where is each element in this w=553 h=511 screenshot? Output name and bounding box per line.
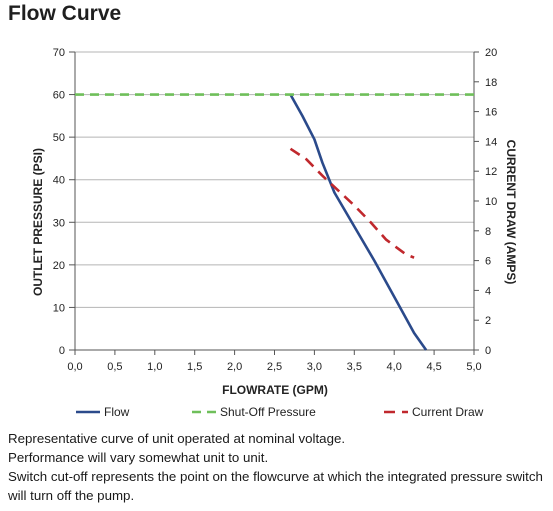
y2-tick-label: 6 — [485, 256, 491, 268]
y-tick-label: 40 — [53, 175, 65, 187]
axes — [69, 51, 479, 355]
note-line: Switch cut-off represents the point on t… — [8, 469, 543, 503]
y2-tick-label: 4 — [485, 285, 491, 297]
x-tick-label: 4,0 — [387, 361, 402, 373]
gridlines — [75, 51, 474, 308]
y-tick-label: 70 — [53, 47, 65, 59]
x-tick-label: 4,5 — [426, 361, 441, 373]
x-tick-label: 0,5 — [107, 361, 122, 373]
y2-axis-title: CURRENT DRAW (AMPS) — [504, 140, 518, 285]
x-axis-title: FLOWRATE (GPM) — [222, 383, 328, 397]
legend-label: Flow — [104, 405, 130, 419]
x-tick-label: 5,0 — [466, 361, 481, 373]
legend-label: Current Draw — [412, 405, 484, 419]
x-tick-label: 1,0 — [147, 361, 162, 373]
flow-curve-chart: 0 10 20 30 40 50 60 70 0 2 4 6 8 10 12 14 16 18 20 0,0 0,5 1,… — [31, 47, 518, 419]
chart-title: Flow Curve — [8, 2, 122, 25]
note-line: Representative curve of unit operated at… — [8, 431, 346, 446]
y2-tick-label: 20 — [485, 47, 497, 59]
y-tick-label: 60 — [53, 90, 65, 102]
x-tick-label: 2,0 — [227, 361, 242, 373]
y-tick-label: 10 — [53, 302, 65, 314]
y-tick-label: 20 — [53, 260, 65, 272]
notes: Representative curve of unit operated at… — [8, 429, 548, 505]
y-axis-title: OUTLET PRESSURE (PSI) — [31, 148, 45, 296]
y2-tick-label: 2 — [485, 315, 491, 327]
x-tick-label: 1,5 — [187, 361, 202, 373]
y2-tick-label: 14 — [485, 136, 497, 148]
x-tick-label: 0,0 — [67, 361, 82, 373]
legend: Flow Shut-Off Pressure Current Draw — [76, 405, 484, 419]
y2-tick-label: 0 — [485, 345, 491, 357]
legend-label: Shut-Off Pressure — [220, 405, 316, 419]
y-tick-label: 30 — [53, 217, 65, 229]
current-draw-line — [289, 147, 415, 259]
x-tick-label: 3,0 — [307, 361, 322, 373]
y-tick-label: 0 — [59, 345, 65, 357]
series-lines — [75, 93, 474, 351]
y2-tick-label: 18 — [485, 77, 497, 89]
note-line: Performance will vary somewhat unit to u… — [8, 450, 269, 465]
tick-labels: 0 10 20 30 40 50 60 70 0 2 4 6 8 10 12 14 16 18 20 0,0 0,5 1,… — [53, 47, 498, 373]
y-tick-label: 50 — [53, 132, 65, 144]
x-tick-label: 2,5 — [267, 361, 282, 373]
y2-tick-label: 16 — [485, 107, 497, 119]
y2-tick-label: 8 — [485, 226, 491, 238]
flow-line — [289, 93, 428, 351]
y2-tick-label: 12 — [485, 166, 497, 178]
y2-tick-label: 10 — [485, 196, 497, 208]
x-tick-label: 3,5 — [347, 361, 362, 373]
